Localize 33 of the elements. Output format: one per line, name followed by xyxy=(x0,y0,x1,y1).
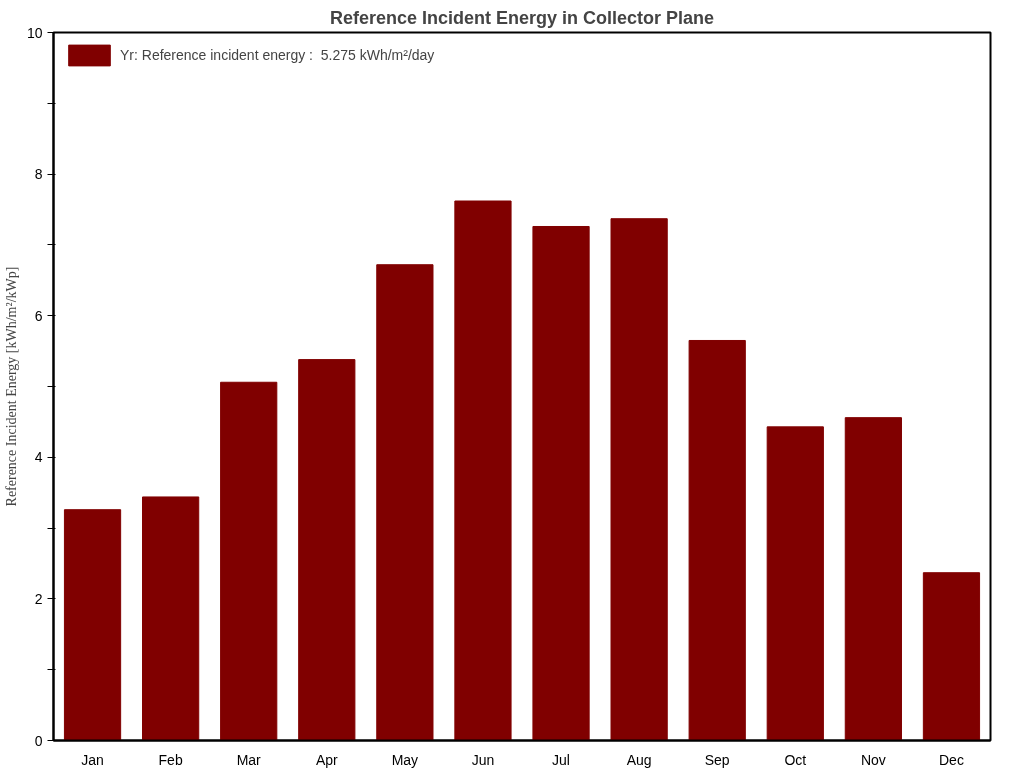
bar xyxy=(220,381,278,741)
y-tick-label: 10 xyxy=(26,24,43,41)
x-tick-label: Dec xyxy=(939,751,964,768)
bar xyxy=(766,426,824,741)
bar xyxy=(688,339,746,741)
legend-label: Yr: Reference incident energy : 5.275 kWh/m²/day xyxy=(120,47,435,63)
x-tick-label: May xyxy=(391,751,419,768)
x-tick-label: Oct xyxy=(784,751,807,768)
y-tick-label: 8 xyxy=(34,166,43,183)
x-tick-label: Sep xyxy=(704,751,730,768)
x-tick-label: Jun xyxy=(471,751,495,768)
x-tick-label: Feb xyxy=(158,751,183,768)
bar xyxy=(610,218,668,741)
bar xyxy=(298,359,356,741)
y-tick-label: 6 xyxy=(34,307,43,324)
bar xyxy=(844,417,902,741)
bar xyxy=(142,496,200,741)
x-tick-label: Aug xyxy=(626,751,652,768)
bar xyxy=(376,264,434,741)
bar xyxy=(532,225,590,741)
x-tick-label: Nov xyxy=(860,751,886,768)
x-tick-label: Jul xyxy=(552,751,570,768)
x-tick-label: Apr xyxy=(315,751,339,768)
y-tick-label: 2 xyxy=(34,590,43,607)
y-tick-label: 0 xyxy=(34,732,43,749)
bar xyxy=(454,200,512,741)
bar xyxy=(922,572,981,741)
x-tick-label: Mar xyxy=(236,751,262,768)
chart-title: Reference Incident Energy in Collector Plane xyxy=(329,7,715,28)
bar xyxy=(63,509,122,741)
y-tick-label: 4 xyxy=(34,449,43,466)
y-axis-title: Reference Incident Energy [kWh/m²/kWp] xyxy=(3,266,19,507)
x-tick-label: Jan xyxy=(81,751,104,768)
